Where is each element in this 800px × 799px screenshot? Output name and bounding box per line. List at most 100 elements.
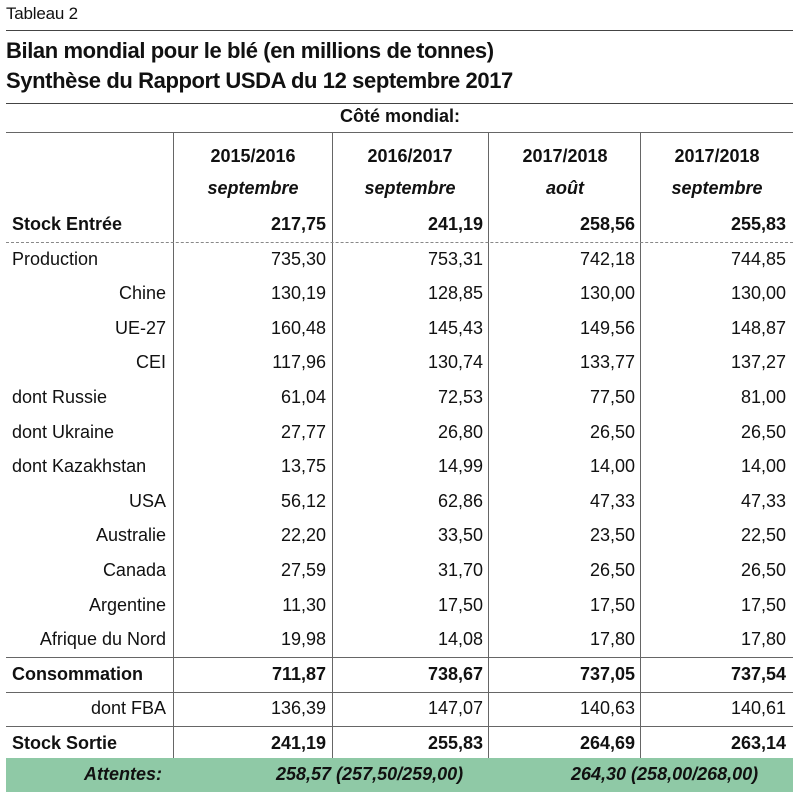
row-label: Canada bbox=[102, 560, 166, 580]
title-line1: Bilan mondial pour le blé (en millions d… bbox=[6, 38, 494, 63]
row-value: 26,50 bbox=[740, 422, 786, 442]
row-value: 264,69 bbox=[579, 733, 635, 753]
row-value: 61,04 bbox=[280, 387, 326, 407]
row-value: 14,08 bbox=[437, 629, 483, 649]
row-separator bbox=[6, 242, 793, 243]
table-label: Tableau 2 bbox=[6, 4, 78, 23]
row-value: 26,50 bbox=[589, 560, 635, 580]
row-label: dont Ukraine bbox=[12, 422, 115, 442]
row-value: 130,74 bbox=[427, 352, 483, 372]
row-value: 742,18 bbox=[579, 249, 635, 269]
column-month: septembre bbox=[671, 178, 763, 198]
table-row: Canada 27,59 31,70 26,50 26,50 bbox=[0, 554, 800, 588]
row-value: 140,61 bbox=[730, 698, 786, 718]
row-value: 133,77 bbox=[579, 352, 635, 372]
table-row: dont Russie 61,04 72,53 77,50 81,00 bbox=[0, 381, 800, 415]
row-value: 145,43 bbox=[427, 318, 483, 338]
table-row: Production 735,30 753,31 742,18 744,85 bbox=[0, 243, 800, 277]
row-value: 23,50 bbox=[589, 525, 635, 545]
row-value: 753,31 bbox=[427, 249, 483, 269]
row-value: 258,56 bbox=[579, 214, 635, 234]
row-value: 128,85 bbox=[427, 283, 483, 303]
row-value: 26,50 bbox=[589, 422, 635, 442]
row-value: 738,67 bbox=[427, 664, 483, 684]
row-separator bbox=[6, 726, 793, 727]
column-year: 2017/2018 bbox=[674, 146, 760, 166]
row-value: 263,14 bbox=[730, 733, 786, 753]
table-row: Afrique du Nord 19,98 14,08 17,80 17,80 bbox=[0, 623, 800, 657]
row-label: Argentine bbox=[88, 595, 166, 615]
row-value: 22,50 bbox=[740, 525, 786, 545]
row-value: 160,48 bbox=[270, 318, 326, 338]
column-year: 2017/2018 bbox=[522, 146, 608, 166]
title-line2: Synthèse du Rapport USDA du 12 septembre… bbox=[6, 68, 513, 93]
table-row: Australie 22,20 33,50 23,50 22,50 bbox=[0, 519, 800, 553]
section-header: Côté mondial: bbox=[340, 106, 460, 126]
row-value: 17,80 bbox=[589, 629, 635, 649]
row-value: 22,20 bbox=[280, 525, 326, 545]
row-value: 130,00 bbox=[579, 283, 635, 303]
row-value: 241,19 bbox=[427, 214, 483, 234]
footer-value-2018: 264,30 (258,00/268,00) bbox=[571, 764, 759, 784]
row-value: 711,87 bbox=[271, 664, 326, 684]
row-label: Afrique du Nord bbox=[39, 629, 166, 649]
column-separator bbox=[173, 132, 174, 758]
table-row: dont Kazakhstan 13,75 14,99 14,00 14,00 bbox=[0, 450, 800, 484]
row-value: 117,96 bbox=[272, 352, 326, 372]
table-row: Consommation 711,87 738,67 737,05 737,54 bbox=[0, 658, 800, 692]
row-value: 17,50 bbox=[589, 595, 635, 615]
table-row: Stock Entrée 217,75 241,19 258,56 255,83 bbox=[0, 208, 800, 242]
column-year: 2016/2017 bbox=[367, 146, 453, 166]
table-row: UE-27 160,48 145,43 149,56 148,87 bbox=[0, 312, 800, 346]
row-label: dont FBA bbox=[90, 698, 166, 718]
row-value: 19,98 bbox=[280, 629, 326, 649]
row-value: 26,80 bbox=[437, 422, 483, 442]
row-label: Consommation bbox=[12, 664, 144, 684]
row-value: 130,00 bbox=[730, 283, 786, 303]
header-rule bbox=[6, 103, 793, 104]
row-value: 744,85 bbox=[730, 249, 786, 269]
row-value: 14,00 bbox=[589, 456, 635, 476]
table-row: Stock Sortie 241,19 255,83 264,69 263,14 bbox=[0, 727, 800, 761]
row-value: 72,53 bbox=[437, 387, 483, 407]
row-value: 56,12 bbox=[280, 491, 326, 511]
row-label: UE-27 bbox=[114, 318, 166, 338]
row-value: 13,75 bbox=[280, 456, 326, 476]
row-value: 81,00 bbox=[740, 387, 786, 407]
column-separator bbox=[332, 132, 333, 758]
top-rule bbox=[6, 30, 793, 31]
row-value: 33,50 bbox=[437, 525, 483, 545]
row-value: 149,56 bbox=[579, 318, 635, 338]
row-value: 17,80 bbox=[740, 629, 786, 649]
row-value: 255,83 bbox=[730, 214, 786, 234]
table-row: Argentine 11,30 17,50 17,50 17,50 bbox=[0, 589, 800, 623]
table-row: USA 56,12 62,86 47,33 47,33 bbox=[0, 485, 800, 519]
row-value: 136,39 bbox=[270, 698, 326, 718]
row-value: 14,99 bbox=[437, 456, 483, 476]
column-year: 2015/2016 bbox=[210, 146, 296, 166]
column-separator bbox=[488, 132, 489, 758]
row-value: 47,33 bbox=[589, 491, 635, 511]
row-value: 255,83 bbox=[427, 733, 483, 753]
column-month: août bbox=[546, 178, 584, 198]
footer-value-2017: 258,57 (257,50/259,00) bbox=[276, 764, 464, 784]
row-value: 735,30 bbox=[270, 249, 326, 269]
expectations-footer: Attentes: 258,57 (257,50/259,00) 264,30 … bbox=[6, 758, 793, 792]
column-month: septembre bbox=[207, 178, 299, 198]
footer-label: Attentes: bbox=[84, 764, 163, 784]
row-value: 14,00 bbox=[740, 456, 786, 476]
row-value: 737,05 bbox=[579, 664, 635, 684]
row-label: dont Kazakhstan bbox=[12, 456, 147, 476]
row-value: 147,07 bbox=[427, 698, 483, 718]
row-label: CEI bbox=[135, 352, 166, 372]
row-separator bbox=[6, 692, 793, 693]
row-label: dont Russie bbox=[12, 387, 108, 407]
row-value: 31,70 bbox=[437, 560, 483, 580]
row-label: Australie bbox=[95, 525, 166, 545]
row-value: 27,77 bbox=[280, 422, 326, 442]
row-label: Chine bbox=[118, 283, 166, 303]
table-row: dont Ukraine 27,77 26,80 26,50 26,50 bbox=[0, 416, 800, 450]
row-value: 148,87 bbox=[730, 318, 786, 338]
row-label: USA bbox=[128, 491, 166, 511]
